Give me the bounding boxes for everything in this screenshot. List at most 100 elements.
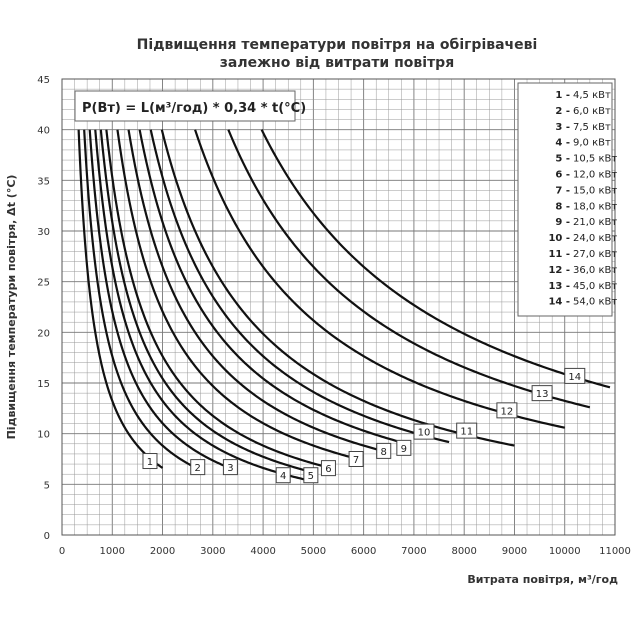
legend-number: 9 - [555,217,570,228]
x-tick-label: 8000 [451,546,476,557]
curve-label: 12 [501,406,514,417]
curve-label: 13 [536,389,549,400]
legend-entry: 18,0 кВт [573,201,617,212]
series-line-13 [227,129,591,409]
plot-frame [61,78,616,536]
legend-entry: 54,0 кВт [573,297,617,308]
curve-label: 1 [147,457,153,468]
legend-entry: 10,5 кВт [573,154,617,165]
curve-label-box [396,439,412,456]
x-tick-label: 0 [59,546,65,557]
curve-label: 4 [280,471,286,482]
x-tick-label: 6000 [351,546,376,557]
curve-label-box [190,459,206,476]
curve-label-box [303,467,319,484]
x-tick-label: 9000 [502,546,527,557]
x-tick-label: 10000 [549,546,581,557]
legend-number: 8 - [555,201,570,212]
legend-entry: 24,0 кВт [573,233,617,244]
curve-label: 10 [418,428,431,439]
y-tick-label: 0 [44,531,50,542]
legend-number: 13 - [548,281,570,292]
y-axis-ticks: 0 5 10 15 20 25 30 35 40 45 [37,75,50,542]
legend-number: 2 - [555,106,570,117]
series-line-11 [160,129,515,447]
curve-label-box [348,451,364,467]
y-tick-label: 40 [37,126,50,137]
legend-entry: 15,0 кВт [573,185,617,196]
legend-number: 7 - [555,185,570,196]
legend-entry: 21,0 кВт [573,217,617,228]
x-tick-label: 11000 [599,546,631,557]
legend-entry: 9,0 кВт [573,138,611,149]
y-tick-label: 5 [44,480,50,491]
y-tick-label: 25 [37,278,50,289]
legend-entry: 36,0 кВт [573,265,617,276]
curve-label-box [222,459,238,476]
series-line-5 [99,129,314,474]
curve-label: 6 [325,464,331,475]
x-tick-label: 2000 [150,546,175,557]
legend-entry: 4,5 кВт [573,90,611,101]
legend-number: 12 - [548,265,570,276]
series-line-9 [138,129,410,446]
curve-label-box [564,367,586,384]
legend-number: 5 - [555,154,570,165]
y-tick-label: 20 [37,328,50,339]
y-axis-label: Підвищення температури повітря, Δt (°C) [5,175,18,440]
y-tick-label: 35 [37,176,50,187]
x-axis-ticks: 0 1000 2000 3000 4000 5000 6000 7000 8000 9000 100… [59,546,631,557]
chart-title-line1: Підвищення температури повітря на обігрі… [137,37,538,53]
x-tick-label: 5000 [301,546,326,557]
y-tick-label: 45 [37,75,50,86]
y-tick-label: 10 [37,430,50,441]
curve-label-box [142,453,158,470]
x-tick-label: 7000 [401,546,426,557]
curve-label-box [456,422,478,439]
legend-entry: 12,0 кВт [573,170,617,181]
curve-label: 8 [381,447,387,458]
formula-box: P(Вт) = L(м³/год) * 0,34 * t(°C) [74,90,306,122]
series-line-7 [116,129,357,460]
legend-number: 10 - [548,233,570,244]
legend-number: 11 - [548,249,570,260]
legend-number: 3 - [555,122,570,133]
curve-label-box [531,385,553,402]
series-line-4 [94,129,307,481]
x-tick-label: 3000 [200,546,225,557]
legend-number: 6 - [555,170,570,181]
y-tick-label: 15 [37,379,50,390]
curve-label-box [496,402,518,419]
series-line-6 [105,129,329,469]
legend-number: 1 - [555,90,570,101]
series-line-8 [127,129,390,454]
legend-number: 14 - [548,297,570,308]
x-tick-label: 4000 [250,546,275,557]
legend-entry: 45,0 кВт [573,281,617,292]
curve-label-box [376,442,392,459]
curve-label-box [320,460,336,477]
curve-label: 5 [308,471,314,482]
curve-label: 3 [227,463,233,474]
series-line-3 [88,129,231,470]
curve-label: 2 [195,463,201,474]
y-tick-label: 30 [37,227,50,238]
legend-entry: 7,5 кВт [573,122,611,133]
legend-entry: 27,0 кВт [573,249,617,260]
x-tick-label: 1000 [100,546,125,557]
chart-title-line2: залежно від витрати повітря [220,55,454,71]
series-line-2 [83,129,199,470]
legend-number: 4 - [555,138,570,149]
legend-entry: 6,0 кВт [573,106,611,117]
curve-label: 14 [568,372,581,383]
curve-label: 7 [353,455,359,466]
curve-label-box [413,423,435,440]
curve-label: 11 [460,427,473,438]
series-line-14 [260,129,611,389]
curve-label-box [275,467,291,484]
series-line-10 [149,129,450,444]
curve-label: 9 [401,444,407,455]
